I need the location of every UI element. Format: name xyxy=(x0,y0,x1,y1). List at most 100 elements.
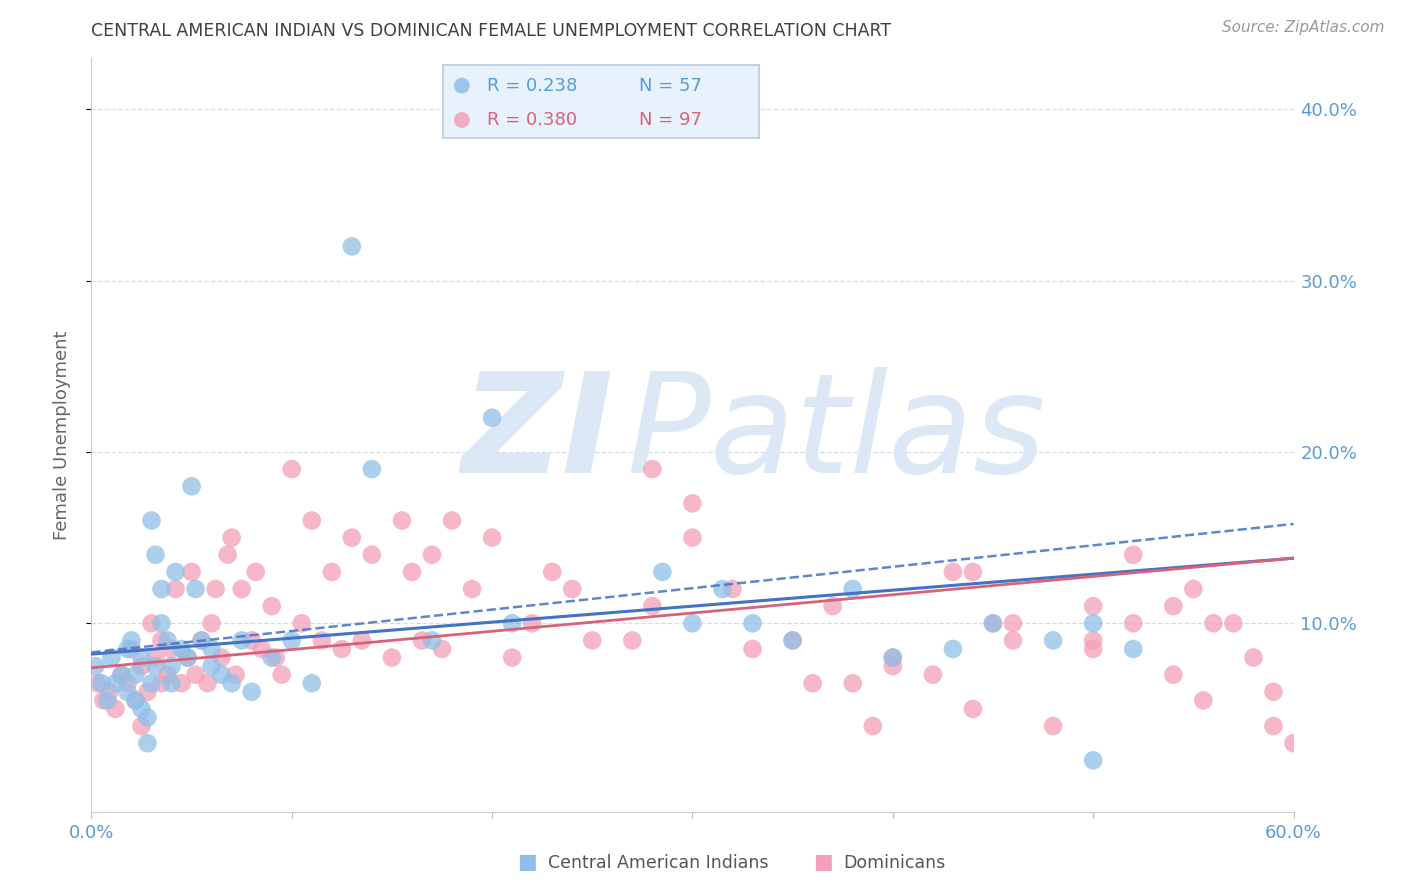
Point xyxy=(340,239,363,253)
Point xyxy=(221,531,243,545)
Point xyxy=(281,633,304,648)
Point xyxy=(165,582,187,596)
Point xyxy=(117,642,139,657)
Point xyxy=(201,642,224,657)
Point xyxy=(176,650,198,665)
Point xyxy=(481,410,503,425)
Text: N = 97: N = 97 xyxy=(640,111,702,129)
Point xyxy=(1202,616,1225,631)
Point xyxy=(651,565,673,579)
Text: Central American Indians: Central American Indians xyxy=(548,855,769,872)
Point xyxy=(124,667,146,681)
Text: Patlas: Patlas xyxy=(626,368,1046,502)
Point xyxy=(1001,633,1024,648)
Point xyxy=(1083,642,1105,657)
Point xyxy=(481,531,503,545)
Point xyxy=(225,667,247,681)
Text: ■: ■ xyxy=(517,853,537,872)
Point xyxy=(170,642,193,657)
Point xyxy=(541,565,564,579)
Point xyxy=(741,616,763,631)
Point xyxy=(1163,667,1185,681)
Point xyxy=(211,667,233,681)
Point xyxy=(801,676,824,690)
Point xyxy=(160,676,183,690)
Point xyxy=(170,676,193,690)
Point xyxy=(350,633,373,648)
Point xyxy=(117,676,139,690)
Point xyxy=(136,685,159,699)
Point xyxy=(381,650,404,665)
Text: R = 0.380: R = 0.380 xyxy=(486,111,578,129)
Point xyxy=(522,616,544,631)
Point xyxy=(411,633,433,648)
Point xyxy=(124,693,146,707)
Point xyxy=(100,650,122,665)
Point xyxy=(641,599,664,614)
Point xyxy=(882,659,904,673)
Point xyxy=(270,667,292,681)
Point xyxy=(681,531,703,545)
Point xyxy=(962,565,984,579)
Point xyxy=(90,676,112,690)
Point xyxy=(450,78,472,93)
Point xyxy=(311,633,333,648)
Point xyxy=(461,582,484,596)
Point xyxy=(110,667,132,681)
Point xyxy=(721,582,744,596)
Point xyxy=(1243,650,1265,665)
Point xyxy=(150,616,173,631)
Point xyxy=(681,496,703,510)
Point xyxy=(420,633,443,648)
Point xyxy=(110,667,132,681)
Point xyxy=(821,599,844,614)
Point xyxy=(117,685,139,699)
Point xyxy=(240,633,263,648)
Text: Source: ZipAtlas.com: Source: ZipAtlas.com xyxy=(1222,20,1385,35)
Point xyxy=(301,514,323,528)
Point xyxy=(561,582,583,596)
Point xyxy=(1192,693,1215,707)
Point xyxy=(121,642,143,657)
Point xyxy=(1042,719,1064,733)
Text: ZI: ZI xyxy=(463,368,614,502)
Point xyxy=(841,582,863,596)
Point xyxy=(190,633,212,648)
Point xyxy=(430,642,453,657)
Point xyxy=(1083,616,1105,631)
Point xyxy=(150,582,173,596)
Point xyxy=(281,462,304,476)
Point xyxy=(942,565,965,579)
Point xyxy=(782,633,804,648)
Text: CENTRAL AMERICAN INDIAN VS DOMINICAN FEMALE UNEMPLOYMENT CORRELATION CHART: CENTRAL AMERICAN INDIAN VS DOMINICAN FEM… xyxy=(91,22,891,40)
Y-axis label: Female Unemployment: Female Unemployment xyxy=(52,330,70,540)
Point xyxy=(217,548,239,562)
Point xyxy=(190,633,212,648)
Point xyxy=(180,479,202,493)
Point xyxy=(1282,736,1305,750)
Point xyxy=(1163,599,1185,614)
Point xyxy=(301,676,323,690)
Point xyxy=(1263,719,1285,733)
Point xyxy=(176,650,198,665)
Point xyxy=(211,650,233,665)
Point xyxy=(1222,616,1244,631)
Point xyxy=(221,676,243,690)
Point xyxy=(136,710,159,724)
Point xyxy=(264,650,287,665)
Point xyxy=(981,616,1004,631)
Point xyxy=(1042,633,1064,648)
Point xyxy=(231,633,253,648)
Point xyxy=(641,462,664,476)
Point xyxy=(450,113,472,128)
Point xyxy=(1083,633,1105,648)
Point xyxy=(420,548,443,562)
Point xyxy=(131,659,153,673)
Point xyxy=(145,548,167,562)
Point xyxy=(981,616,1004,631)
Point xyxy=(231,582,253,596)
Point xyxy=(145,650,167,665)
Point xyxy=(84,659,107,673)
Point xyxy=(1263,685,1285,699)
Point xyxy=(942,642,965,657)
